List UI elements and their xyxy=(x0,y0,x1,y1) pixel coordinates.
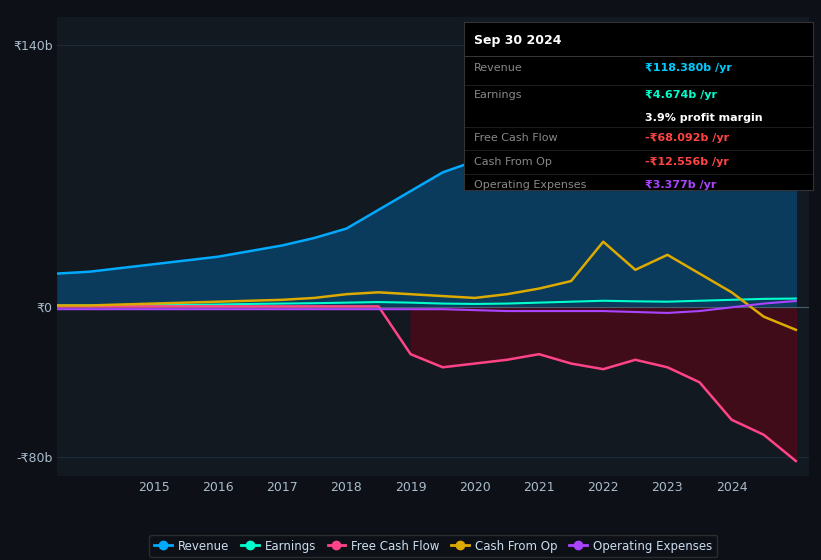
Text: -₹68.092b /yr: -₹68.092b /yr xyxy=(645,133,729,143)
Text: Operating Expenses: Operating Expenses xyxy=(475,180,587,190)
Text: ₹118.380b /yr: ₹118.380b /yr xyxy=(645,63,732,73)
Text: Cash From Op: Cash From Op xyxy=(475,157,553,167)
Text: Sep 30 2024: Sep 30 2024 xyxy=(475,34,562,47)
Text: ₹4.674b /yr: ₹4.674b /yr xyxy=(645,90,718,100)
Text: -₹12.556b /yr: -₹12.556b /yr xyxy=(645,157,729,167)
Legend: Revenue, Earnings, Free Cash Flow, Cash From Op, Operating Expenses: Revenue, Earnings, Free Cash Flow, Cash … xyxy=(149,535,717,557)
Text: Free Cash Flow: Free Cash Flow xyxy=(475,133,558,143)
Text: ₹3.377b /yr: ₹3.377b /yr xyxy=(645,180,717,190)
Text: Earnings: Earnings xyxy=(475,90,523,100)
Text: 3.9% profit margin: 3.9% profit margin xyxy=(645,113,763,123)
Text: Revenue: Revenue xyxy=(475,63,523,73)
